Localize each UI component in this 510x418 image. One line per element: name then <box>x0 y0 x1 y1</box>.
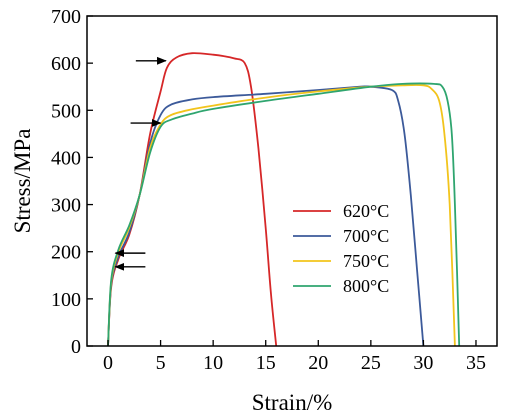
y-tick-label: 300 <box>51 195 81 217</box>
y-tick-label: 700 <box>51 6 81 28</box>
x-tick-label: 35 <box>466 352 486 374</box>
x-tick-label: 30 <box>413 352 433 374</box>
legend-label: 750°C <box>343 251 389 271</box>
x-tick-label: 25 <box>361 352 381 374</box>
y-tick-label: 500 <box>51 100 81 122</box>
legend-label: 620°C <box>343 201 389 221</box>
plot-area-frame <box>86 15 498 347</box>
series-line-620°C <box>107 52 278 347</box>
y-tick-label: 200 <box>51 242 81 264</box>
y-tick-label: 100 <box>51 289 81 311</box>
x-tick-label: 10 <box>203 352 223 374</box>
x-tick-label: 5 <box>156 352 166 374</box>
x-tick-label: 0 <box>103 352 113 374</box>
series-line-800°C <box>107 82 461 347</box>
data-series-group <box>107 52 461 347</box>
y-tick-label: 0 <box>71 336 81 358</box>
y-axis: 0 100 200 300 400 500 600 700 <box>51 6 93 358</box>
series-line-700°C <box>107 85 425 347</box>
x-axis: 0 5 10 15 20 25 30 35 <box>103 340 486 374</box>
legend: 620°C 700°C 750°C 800°C <box>293 201 389 296</box>
x-tick-label: 15 <box>256 352 276 374</box>
annotation-arrows <box>114 56 167 271</box>
legend-label: 700°C <box>343 226 389 246</box>
y-tick-label: 400 <box>51 147 81 169</box>
x-axis-label: Strain/% <box>252 390 333 415</box>
y-axis-label: Stress/MPa <box>10 129 35 234</box>
y-tick-label: 600 <box>51 53 81 75</box>
x-tick-label: 20 <box>308 352 328 374</box>
legend-label: 800°C <box>343 276 389 296</box>
